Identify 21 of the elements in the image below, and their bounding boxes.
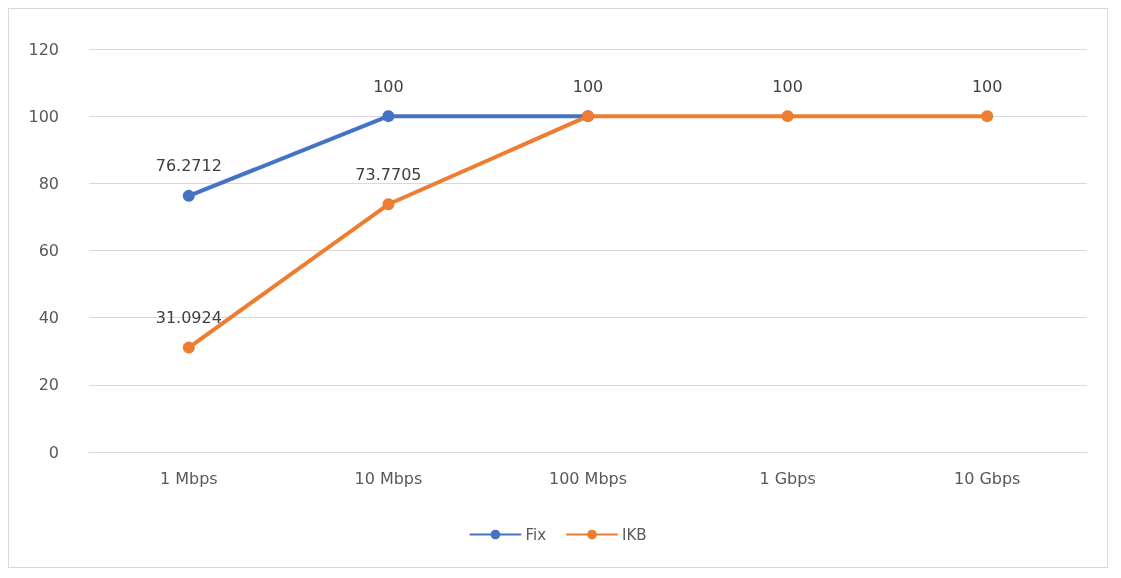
data-label: 31.0924: [155, 308, 222, 328]
y-tick-label: 100: [28, 106, 59, 126]
y-tick-label: 0: [48, 442, 59, 462]
x-tick-label: 100 Mbps: [548, 468, 628, 488]
y-tick-label: 120: [28, 39, 59, 59]
y-tick-label: 80: [38, 173, 59, 193]
data-label: 100: [971, 76, 1003, 96]
y-tick-label: 40: [38, 308, 59, 328]
legend-label: IKB: [622, 525, 647, 544]
data-label: 73.7705: [355, 164, 422, 184]
data-label: 100: [373, 76, 404, 96]
x-tick-label: 1 Mbps: [159, 468, 218, 488]
x-tick-label: 1 Gbps: [759, 468, 816, 488]
x-tick-label: 10 Mbps: [354, 468, 423, 488]
x-tick-label: 10 Gbps: [953, 468, 1021, 488]
y-tick-label: 20: [38, 375, 59, 395]
data-label: 100: [572, 76, 604, 96]
data-label: 100: [772, 76, 803, 96]
data-label: 76.2712: [155, 156, 222, 176]
y-tick-label: 60: [38, 241, 59, 260]
legend-label: Fix: [525, 525, 547, 544]
